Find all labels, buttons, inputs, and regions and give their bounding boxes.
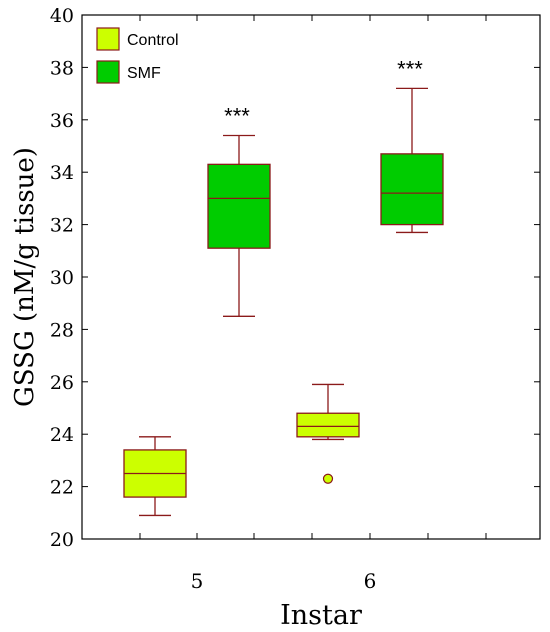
significance-annotation: *** (397, 56, 423, 81)
y-tick-label: 34 (50, 162, 74, 184)
legend-swatch-smf (96, 60, 120, 84)
significance-annotation: *** (224, 104, 250, 129)
y-tick-label: 26 (50, 372, 74, 394)
outlier-point (322, 473, 334, 484)
y-axis-label: GSSG (nM/g tissue) (10, 147, 40, 407)
y-tick-label: 32 (50, 215, 74, 237)
legend-label-smf: SMF (127, 65, 161, 82)
box-smf-5 (207, 163, 271, 249)
legend-label-control: Control (127, 32, 179, 49)
x-tick-label: 6 (364, 569, 377, 593)
y-tick-label: 20 (50, 529, 74, 551)
x-axis-label: Instar (280, 600, 362, 631)
box-smf-6 (380, 153, 444, 226)
y-tick-label: 36 (50, 110, 74, 132)
y-tick-label: 24 (50, 424, 74, 446)
y-tick-label: 40 (50, 5, 74, 27)
y-tick-label: 30 (50, 267, 74, 289)
x-tick-label: 5 (191, 569, 204, 593)
y-tick-label: 28 (50, 319, 74, 341)
box-control-6 (296, 412, 360, 438)
y-tick-label: 22 (50, 477, 74, 499)
y-tick-label: 38 (50, 57, 74, 79)
legend-swatch-control (96, 27, 120, 51)
